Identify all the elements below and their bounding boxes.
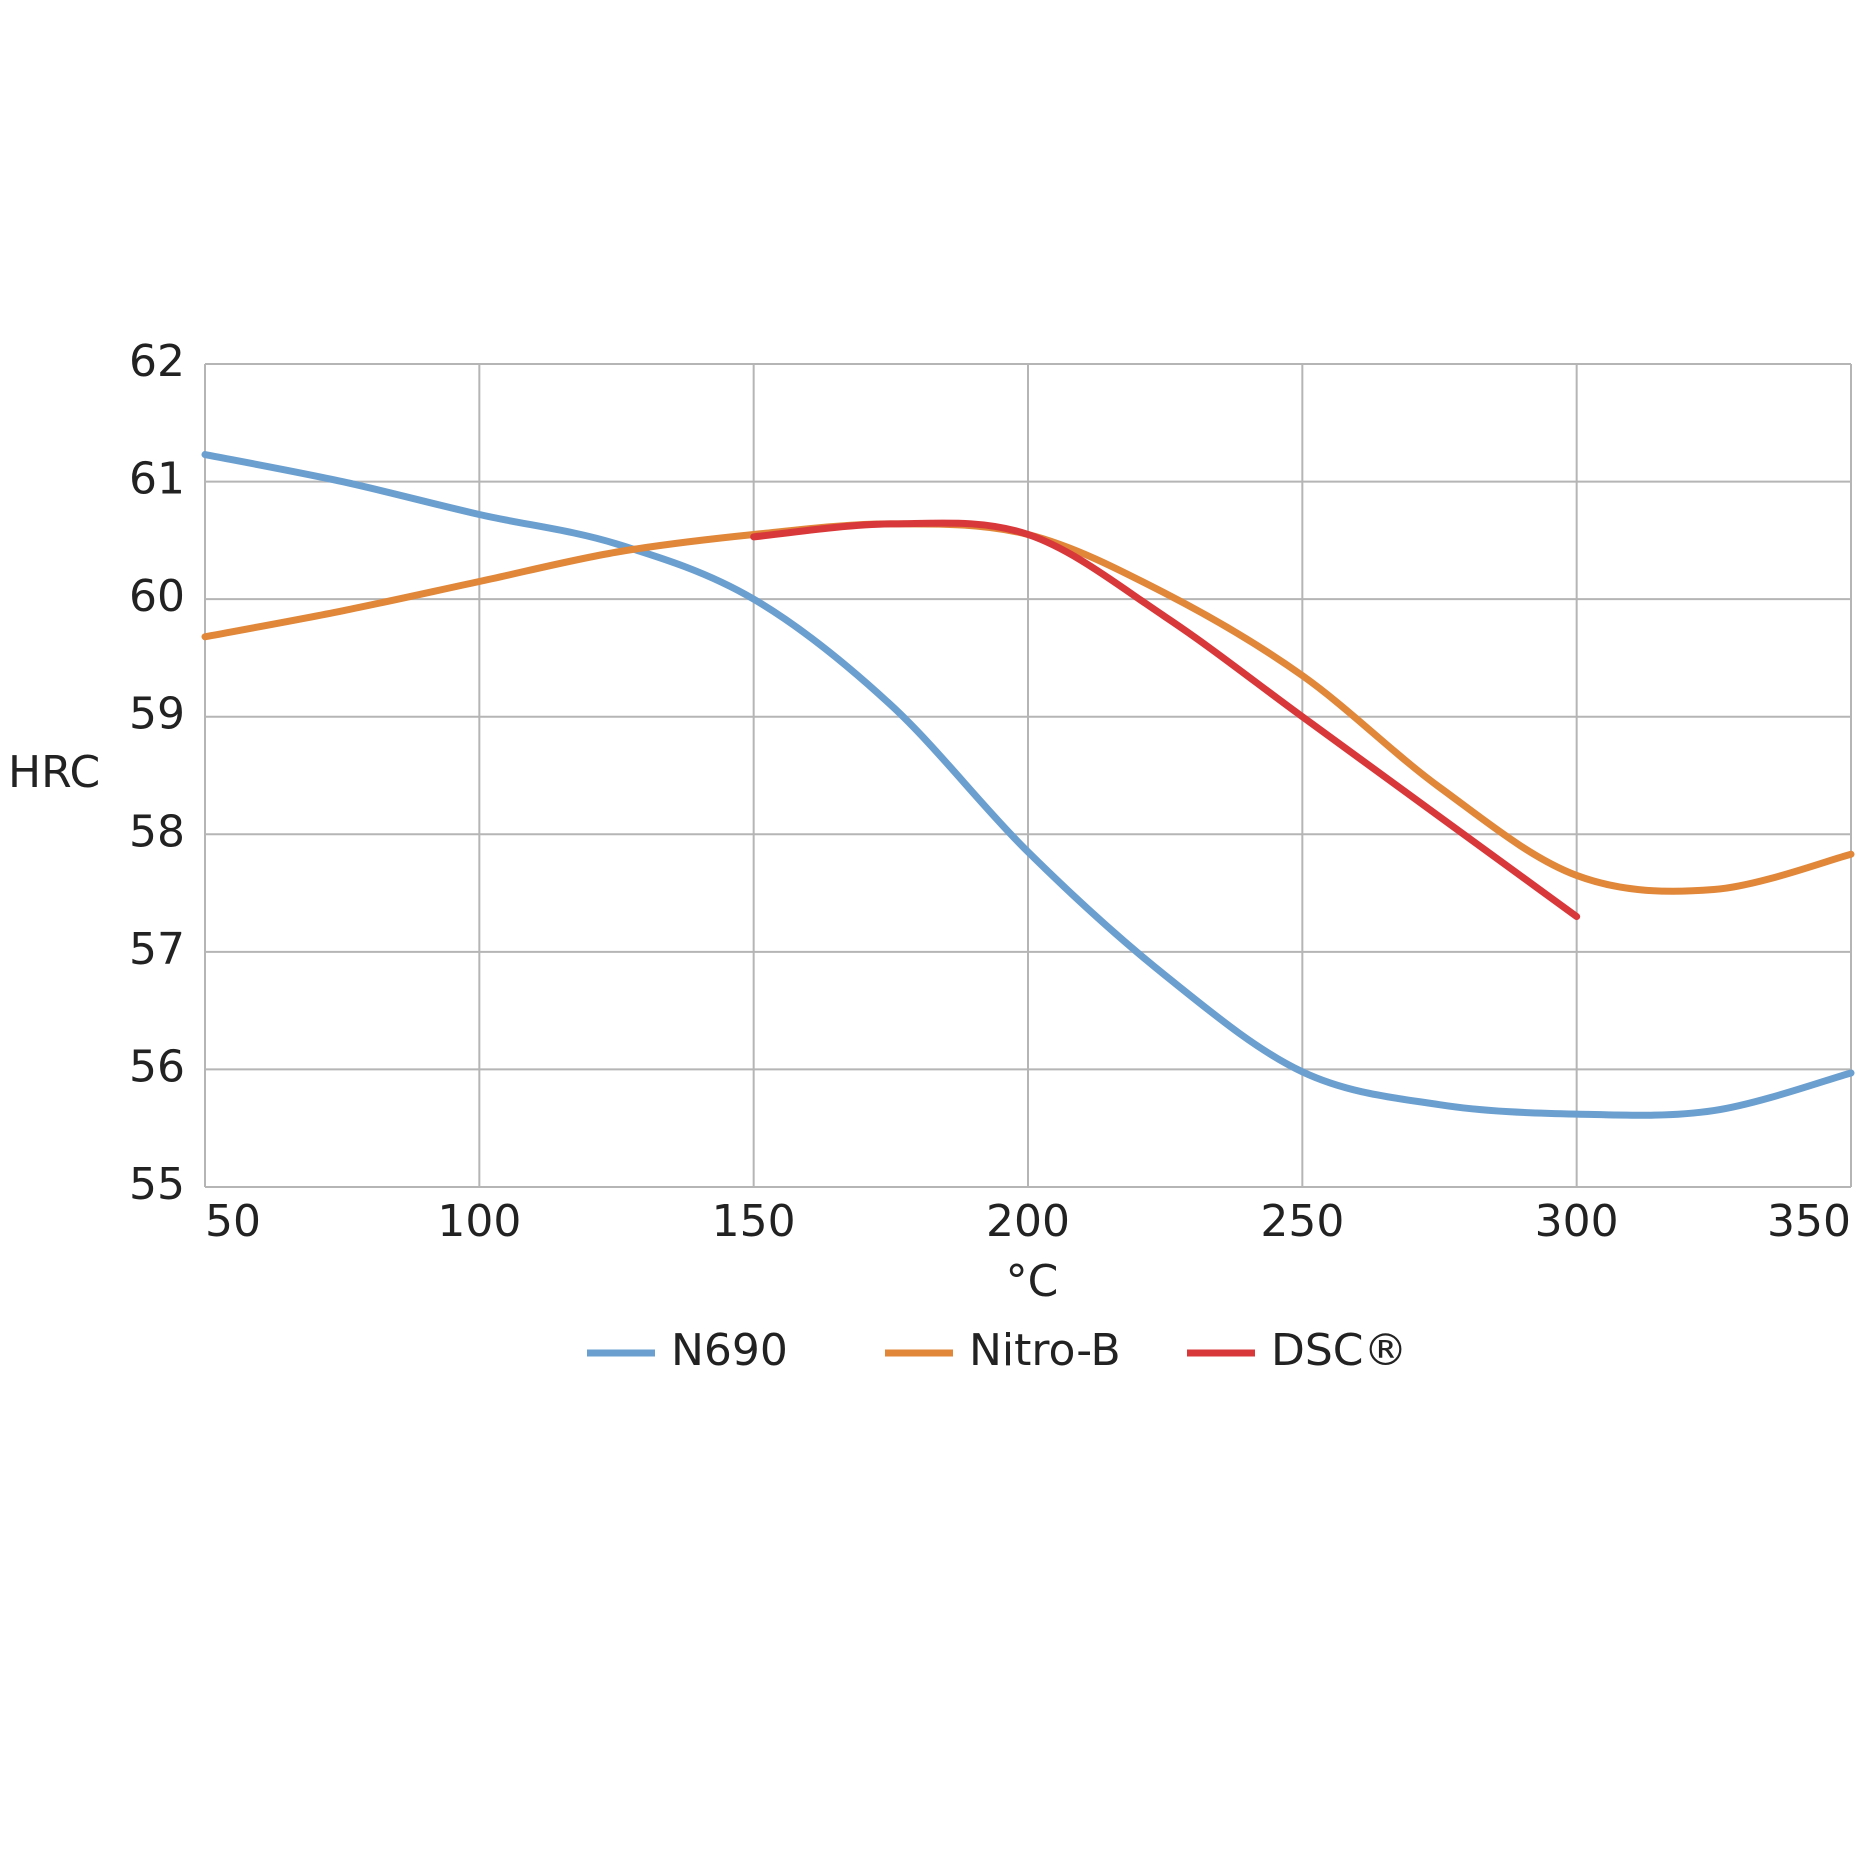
y-axis-label: HRC	[8, 747, 100, 798]
x-tick-label: 350	[1767, 1196, 1851, 1247]
x-tick-label: 250	[1260, 1196, 1344, 1247]
x-tick-label: 200	[986, 1196, 1070, 1247]
legend-label: N690	[671, 1325, 788, 1376]
y-tick-label: 59	[129, 689, 185, 740]
series-line	[201, 451, 1855, 1119]
y-tick-label: 55	[129, 1159, 185, 1210]
y-tick-label: 60	[129, 571, 185, 622]
y-tick-label: 62	[129, 336, 185, 387]
x-tick-label: 100	[437, 1196, 521, 1247]
x-axis-label: °C	[1006, 1256, 1059, 1307]
y-tick-label: 61	[129, 454, 185, 505]
y-tick-label: 57	[129, 924, 185, 975]
x-tick-label: 50	[205, 1196, 261, 1247]
x-tick-label: 150	[712, 1196, 796, 1247]
series-line	[750, 519, 1581, 921]
y-tick-label: 56	[129, 1041, 185, 1092]
x-tick-label: 300	[1535, 1196, 1619, 1247]
y-tick-label: 58	[129, 806, 185, 857]
legend-label: Nitro-B	[969, 1325, 1121, 1376]
legend-label: DSC®	[1271, 1325, 1408, 1376]
